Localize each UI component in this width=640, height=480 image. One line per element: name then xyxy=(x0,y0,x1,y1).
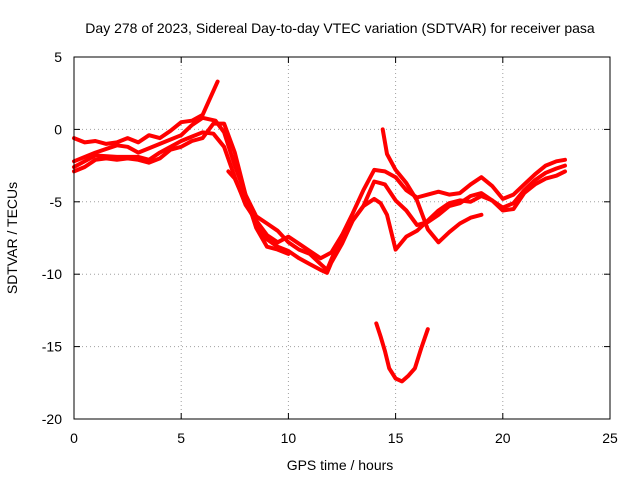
x-tick-label: 5 xyxy=(177,430,185,446)
series-pass-1 xyxy=(72,79,220,146)
x-tick-label: 15 xyxy=(388,430,404,446)
y-tick-label: 5 xyxy=(54,49,62,65)
x-axis-label: GPS time / hours xyxy=(287,457,394,473)
data-series xyxy=(72,79,567,384)
x-tick-label: 25 xyxy=(602,430,618,446)
y-tick-label: -5 xyxy=(50,194,63,210)
y-tick-label: -10 xyxy=(42,266,62,282)
series-pass-3 xyxy=(72,130,567,261)
x-tick-label: 0 xyxy=(70,430,78,446)
plot-frame xyxy=(73,56,611,420)
y-tick-label: -20 xyxy=(42,411,62,427)
y-axis-label: SDTVAR / TECUs xyxy=(4,182,20,294)
x-tick-label: 20 xyxy=(495,430,511,446)
chart-title: Day 278 of 2023, Sidereal Day-to-day VTE… xyxy=(85,20,595,36)
series-pass-6 xyxy=(380,127,484,245)
axis-ticks xyxy=(73,56,611,420)
tick-labels: 0 5 10 15 20 25 5 0 -5 -10 -15 -20 xyxy=(42,49,618,446)
x-tick-label: 10 xyxy=(281,430,297,446)
series-pass-2 xyxy=(72,115,567,272)
series-pass-7 xyxy=(374,321,430,384)
series-pass-5 xyxy=(226,169,567,275)
y-tick-label: 0 xyxy=(54,121,62,137)
y-tick-label: -15 xyxy=(42,339,62,355)
